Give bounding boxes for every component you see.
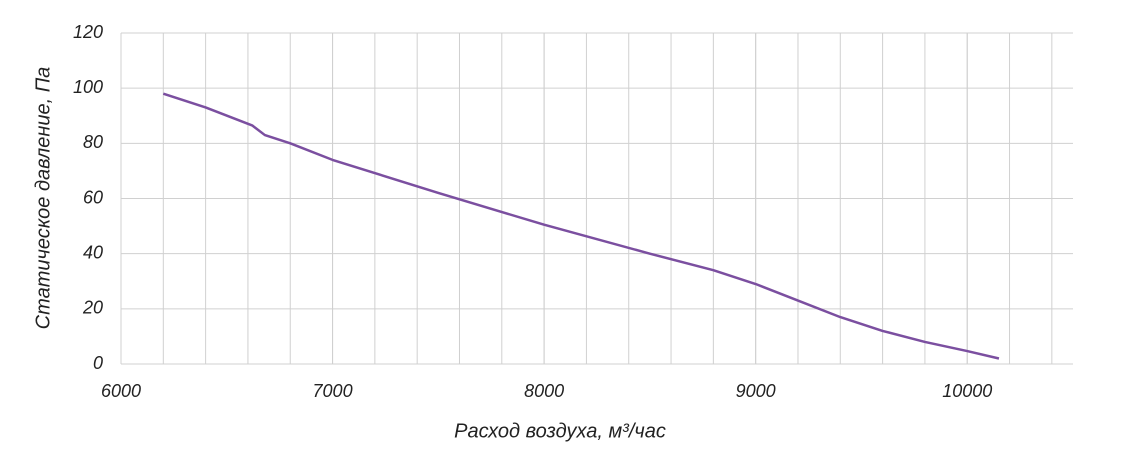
x-tick-label: 7000 [313, 381, 353, 401]
y-tick-label: 20 [82, 298, 103, 318]
line-series [162, 92, 1000, 360]
y-tick-label: 60 [83, 187, 103, 207]
y-tick-label: 100 [73, 77, 103, 97]
x-tick-label: 10000 [942, 381, 992, 401]
y-tick-label: 0 [93, 353, 103, 373]
y-tick-label: 40 [83, 242, 103, 262]
y-tick-label: 120 [73, 22, 103, 42]
x-axis-label: Расход воздуха, м³/час [454, 420, 666, 442]
x-tick-label: 8000 [524, 381, 564, 401]
y-tick-label: 80 [83, 132, 103, 152]
x-tick-label: 9000 [736, 381, 776, 401]
x-tick-label: 6000 [101, 381, 141, 401]
y-axis-label: Статическое давление, Па [32, 67, 54, 330]
